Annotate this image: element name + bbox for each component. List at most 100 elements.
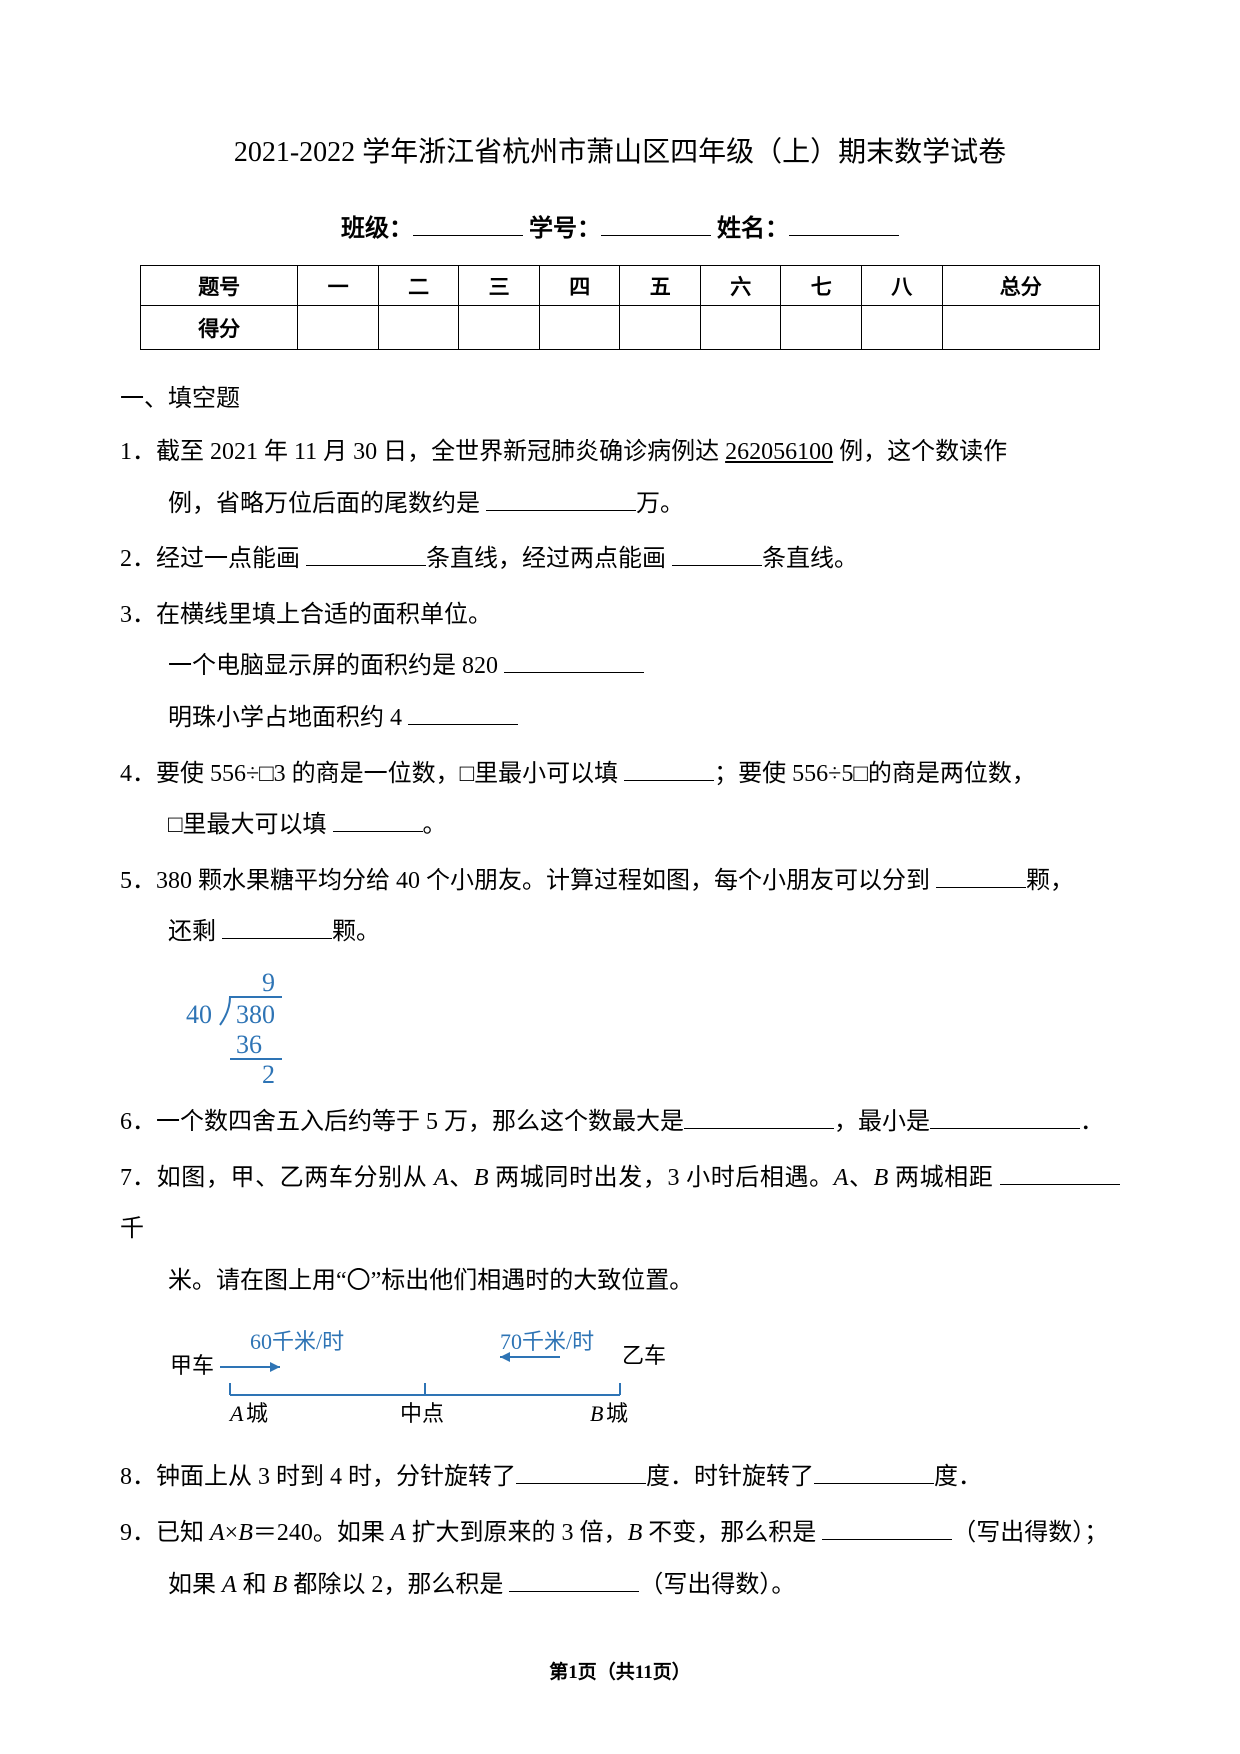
q9-blank-1[interactable] [822,1518,952,1540]
q5-blank-1[interactable] [936,866,1026,888]
q4-text-a: 要使 556÷□3 的商是一位数，□里最小可以填 [156,761,624,787]
score-cell[interactable] [700,306,781,350]
score-cell[interactable] [459,306,540,350]
city-b-i: B [590,1401,603,1426]
q9-bi: B [238,1520,253,1546]
q9-di: B [628,1520,643,1546]
q3-text-c: 明珠小学占地面积约 4 [168,705,408,731]
q6-num: 6． [120,1097,156,1149]
score-header: 总分 [942,266,1099,306]
score-cell[interactable] [539,306,620,350]
page-footer: 第1页（共11页） [120,1657,1120,1684]
class-label: 班级： [341,216,413,242]
page-title: 2021-2022 学年浙江省杭州市萧山区四年级（上）期末数学试卷 [120,130,1120,170]
q9-text-b: ＝240。如果 [253,1520,391,1546]
q3-text-b: 一个电脑显示屏的面积约是 820 [168,653,504,679]
score-cell[interactable] [620,306,701,350]
id-label: 学号： [529,216,601,242]
q1-text-a: 截至 2021 年 11 月 30 日，全世界新冠肺炎确诊病例达 [156,439,725,465]
score-cell[interactable] [942,306,1099,350]
q5-text-b: 颗， [1026,868,1074,894]
q7-di: B [874,1165,889,1191]
q7-c2: 、 [848,1165,873,1191]
score-cell[interactable] [378,306,459,350]
score-header: 六 [700,266,781,306]
long-division-figure: 9 40 380 36 2 [180,967,1120,1087]
score-header: 七 [781,266,862,306]
q5-text-d: 颗。 [332,919,380,945]
footer-d: 11 [635,1662,653,1683]
q9-text-g: 都除以 2，那么积是 [287,1572,509,1598]
q2-blank-2[interactable] [672,544,762,566]
question-9: 9．已知 A×B＝240。如果 A 扩大到原来的 3 倍，B 不变，那么积是 （… [120,1508,1120,1611]
q9-text-d: 不变，那么积是 [642,1520,822,1546]
q4-num: 4． [120,749,156,801]
q3-blank-2[interactable] [408,703,518,725]
city-b: 城 [606,1401,628,1426]
q4-blank-2[interactable] [333,810,423,832]
q8-blank-2[interactable] [814,1462,934,1484]
q9-f2: 和 [237,1572,273,1598]
class-blank[interactable] [413,212,523,236]
footer-a: 第 [549,1662,568,1683]
speed-b: 70千米/时 [500,1329,594,1354]
q1-text-d: 万。 [636,491,684,517]
q9-fi: A [222,1572,237,1598]
footer-e: 页） [653,1662,691,1683]
score-table: 题号 一 二 三 四 五 六 七 八 总分 得分 [140,265,1100,350]
score-header: 八 [862,266,943,306]
q1-underline-num: 262056100 [725,439,833,465]
q7-blank[interactable] [1000,1163,1120,1185]
q6-blank-2[interactable] [930,1107,1080,1129]
q2-num: 2． [120,534,156,586]
q2-text-c: 条直线。 [762,546,858,572]
name-blank[interactable] [789,212,899,236]
question-8: 8．钟面上从 3 时到 4 时，分针旋转了度．时针旋转了度． [120,1452,1120,1504]
question-7: 7．如图，甲、乙两车分别从 A、B 两城同时出发，3 小时后相遇。A、B 两城相… [120,1153,1120,1308]
q5-blank-2[interactable] [222,917,332,939]
section-1-title: 一、填空题 [120,378,1120,413]
q2-text-b: 条直线，经过两点能画 [426,546,672,572]
q7-text-d: 千 [120,1216,144,1242]
q7-ci: A [834,1165,849,1191]
q6-blank-1[interactable] [684,1107,834,1129]
question-3: 3．在横线里填上合适的面积单位。 一个电脑显示屏的面积约是 820 明珠小学占地… [120,590,1120,745]
q5-text-c: 还剩 [168,919,222,945]
student-info-line: 班级： 学号： 姓名： [120,208,1120,243]
id-blank[interactable] [601,212,711,236]
ldiv-rem: 2 [262,1060,275,1087]
name-label: 姓名： [717,216,789,242]
q9-gi: B [273,1572,288,1598]
score-header: 题号 [141,266,298,306]
score-cell[interactable] [781,306,862,350]
q8-text-b: 度．时针旋转了 [646,1464,814,1490]
q7-text-a: 如图，甲、乙两车分别从 [156,1165,434,1191]
q3-blank-1[interactable] [504,651,644,673]
q2-blank-1[interactable] [306,544,426,566]
city-a: 城 [246,1401,268,1426]
score-cell[interactable] [298,306,379,350]
q4-blank-1[interactable] [624,759,714,781]
q9-text-e: （写出得数）； [952,1520,1108,1546]
long-division-svg: 9 40 380 36 2 [180,967,320,1087]
ldiv-divisor: 40 [186,1000,212,1029]
q9-text-f: 如果 [168,1572,222,1598]
footer-c: 页（共 [578,1662,635,1683]
q9-blank-2[interactable] [509,1570,639,1592]
city-a-i: A [228,1401,244,1426]
q5-num: 5． [120,856,156,908]
q5-text-a: 380 颗水果糖平均分给 40 个小朋友。计算过程如图，每个小朋友可以分到 [156,868,936,894]
q8-blank-1[interactable] [516,1462,646,1484]
q8-text-a: 钟面上从 3 时到 4 时，分针旋转了 [156,1464,516,1490]
q7-bi: B [474,1165,489,1191]
q9-ci: A [391,1520,406,1546]
score-cell[interactable] [862,306,943,350]
score-value-row: 得分 [141,306,1100,350]
mid: 中点 [400,1401,444,1426]
q1-blank[interactable] [486,489,636,511]
q9-ai: A [210,1520,225,1546]
ldiv-dividend: 380 [236,1000,275,1029]
q7-text-e: 米。请在图上用“〇”标出他们相遇时的大致位置。 [168,1268,693,1294]
car-b: 乙车 [622,1343,666,1368]
q8-num: 8． [120,1452,156,1504]
